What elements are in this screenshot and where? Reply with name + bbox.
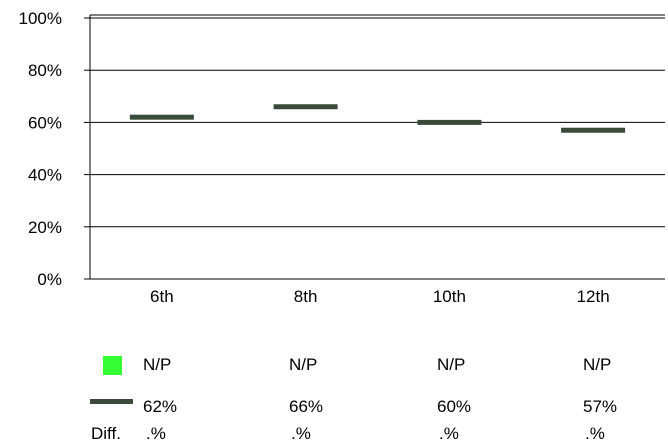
x-tick-label-10th: 10th <box>433 287 466 306</box>
y-tick-label: 0% <box>37 270 62 289</box>
y-tick-label: 20% <box>28 218 62 237</box>
x-tick-label-6th: 6th <box>150 287 174 306</box>
table-diff-8th: .% <box>291 424 311 443</box>
y-tick-label: 80% <box>28 61 62 80</box>
table-np-3: N/P <box>437 355 466 374</box>
grid-lines <box>90 17 665 228</box>
table-value-8th: 66% <box>289 397 324 416</box>
axes <box>84 14 665 280</box>
y-tick-label: 40% <box>28 166 62 185</box>
table-diff-label: Diff. <box>91 424 121 443</box>
data-marks <box>129 104 626 133</box>
table-diff-6th: .% <box>146 424 166 443</box>
value-mark-10th <box>417 119 482 125</box>
y-tick-label: 100% <box>19 9 62 28</box>
value-mark-12th <box>561 127 626 133</box>
value-mark-6th <box>129 114 194 120</box>
legend-swatch-np <box>103 356 122 375</box>
table-np-4: N/P <box>583 355 612 374</box>
y-tick-labels: 0% 20% 40% 60% 80% 100% <box>19 9 62 289</box>
legend-swatches <box>90 356 133 404</box>
legend-swatch-score <box>90 399 133 404</box>
table-value-10th: 60% <box>437 397 472 416</box>
value-mark-8th <box>273 104 338 110</box>
table-diff-12th: .% <box>585 424 605 443</box>
table-diff-10th: .% <box>439 424 459 443</box>
x-tick-label-8th: 8th <box>294 287 318 306</box>
x-tick-labels: 6th 8th 10th 12th <box>150 287 610 306</box>
table-np-1: N/P <box>143 355 172 374</box>
x-tick-label-12th: 12th <box>577 287 610 306</box>
table-np-2: N/P <box>289 355 318 374</box>
table-value-12th: 57% <box>583 397 618 416</box>
y-tick-label: 60% <box>28 113 62 132</box>
table-value-6th: 62% <box>143 397 178 416</box>
